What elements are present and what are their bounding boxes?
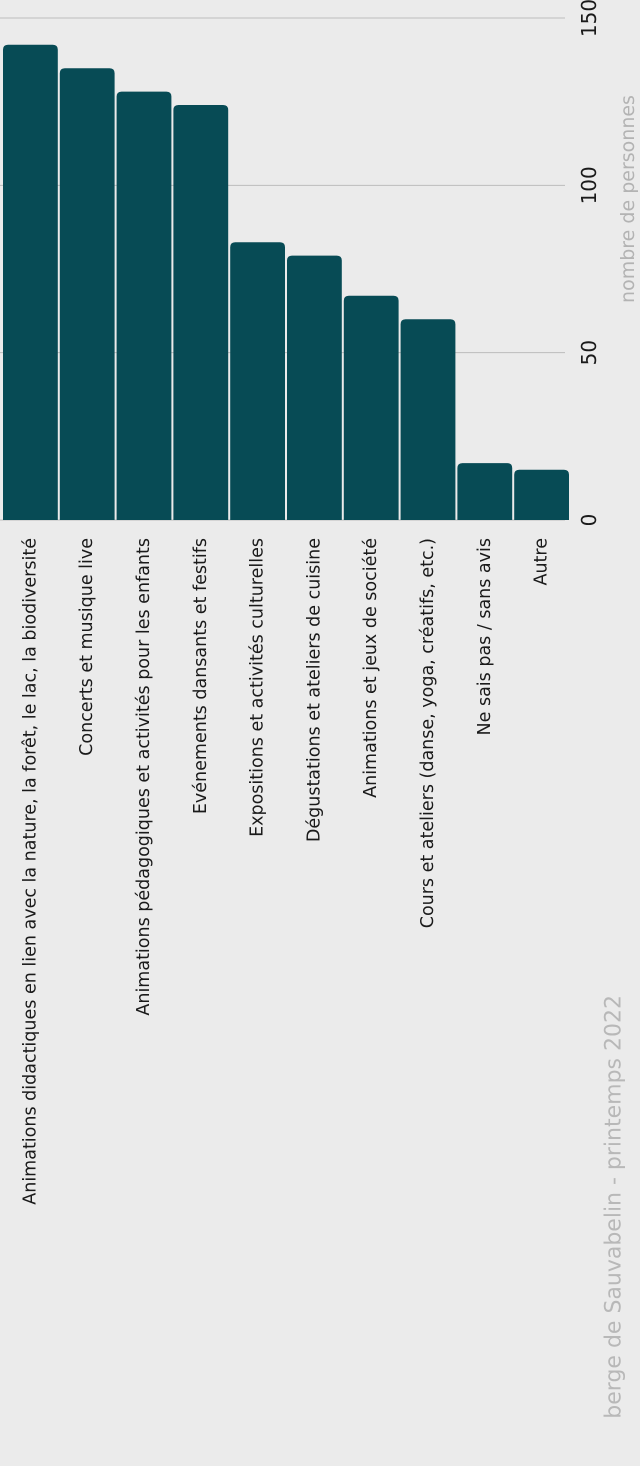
bar: [343, 295, 399, 520]
category-label: Evénements dansants et festifs: [191, 538, 211, 814]
category-labels: Animations didactiques en lien avec la n…: [20, 538, 551, 1205]
source-note: berge de Sauvabelin - printemps 2022: [602, 995, 627, 1419]
bar: [116, 91, 172, 521]
bar: [173, 105, 229, 520]
category-label: Dégustations et ateliers de cuisine: [304, 538, 324, 842]
bar: [287, 255, 342, 520]
value-axis-title: nombre de personnes: [617, 95, 639, 303]
tick-label: 0: [577, 514, 601, 527]
bar: [59, 68, 115, 520]
category-label: Animations et jeux de société: [361, 538, 381, 798]
category-label: Autre: [532, 538, 552, 586]
bar: [514, 469, 569, 520]
bars: [3, 44, 569, 521]
value-axis-ticks: 0 50 100 150: [577, 0, 601, 526]
tick-label: 100: [577, 166, 601, 204]
category-label: Cours et ateliers (danse, yoga, créatifs…: [418, 538, 438, 928]
bar: [230, 242, 285, 520]
bar: [457, 463, 513, 520]
category-label: Expositions et activités culturelles: [248, 538, 268, 837]
category-label: Ne sais pas / sans avis: [475, 538, 495, 735]
category-label: Concerts et musique live: [77, 538, 97, 756]
bar: [400, 319, 456, 520]
category-label: Animations didactiques en lien avec la n…: [20, 538, 40, 1205]
tick-label: 50: [577, 340, 601, 365]
bar: [3, 44, 58, 520]
tick-label: 150: [577, 0, 601, 37]
category-label: Animations pédagogiques et activités pou…: [134, 538, 154, 1016]
